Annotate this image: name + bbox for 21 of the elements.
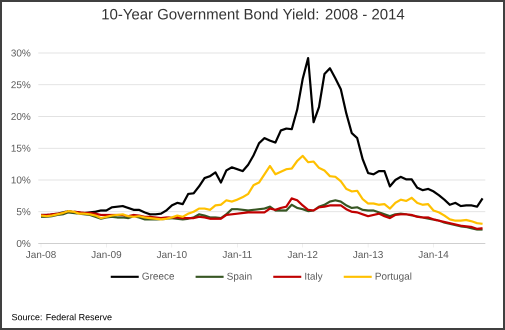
x-tick-label: Jan-11 xyxy=(222,251,252,258)
y-tick-label: 15% xyxy=(12,144,30,152)
y-tick-label: 30% xyxy=(11,49,30,57)
x-tick-label: Jan-08 xyxy=(26,251,56,258)
source-note: Source: Federal Reserve xyxy=(12,314,112,320)
y-tick-label: 10% xyxy=(12,176,30,184)
y-tick-label: 25% xyxy=(11,81,30,88)
x-tick-label: Jan-09 xyxy=(91,251,122,258)
y-tick-label: 20% xyxy=(11,112,30,120)
legend-label: Greece xyxy=(142,272,174,280)
legend-label: Portugal xyxy=(376,272,412,282)
x-tick-label: Jan-14 xyxy=(418,251,448,258)
y-tick-label: 5% xyxy=(16,208,30,216)
x-tick-label: Jan-12 xyxy=(288,251,318,258)
x-tick-label: Jan-10 xyxy=(156,251,187,258)
chart-title: 10-Year Government Bond Yield: 2008 - 2014 xyxy=(102,8,404,20)
line-series xyxy=(40,154,484,225)
legend-label: Spain xyxy=(227,272,252,282)
x-tick-label: Jan-13 xyxy=(353,251,383,258)
y-tick-label: 0% xyxy=(16,240,30,248)
legend-label: Italy xyxy=(305,272,323,282)
